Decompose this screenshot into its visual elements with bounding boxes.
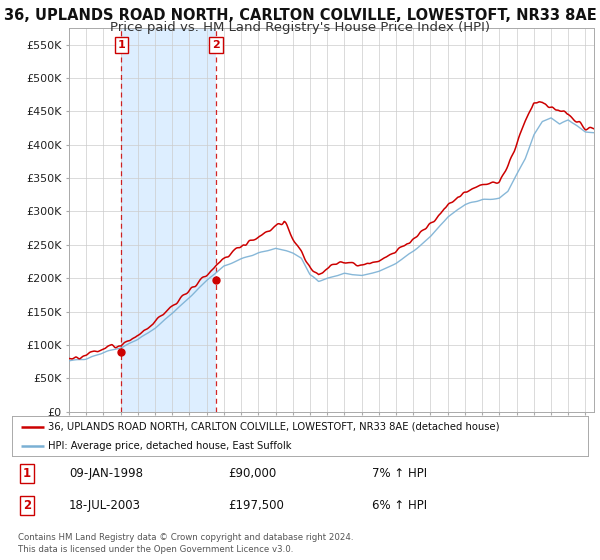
Text: 09-JAN-1998: 09-JAN-1998 bbox=[69, 466, 143, 480]
Text: £197,500: £197,500 bbox=[228, 498, 284, 512]
Text: 7% ↑ HPI: 7% ↑ HPI bbox=[372, 466, 427, 480]
Text: 6% ↑ HPI: 6% ↑ HPI bbox=[372, 498, 427, 512]
Text: 36, UPLANDS ROAD NORTH, CARLTON COLVILLE, LOWESTOFT, NR33 8AE (detached house): 36, UPLANDS ROAD NORTH, CARLTON COLVILLE… bbox=[48, 422, 499, 432]
Text: 2: 2 bbox=[212, 40, 220, 50]
Bar bbox=[121, 28, 216, 412]
Text: 2: 2 bbox=[23, 498, 31, 512]
Text: 36, UPLANDS ROAD NORTH, CARLTON COLVILLE, LOWESTOFT, NR33 8AE: 36, UPLANDS ROAD NORTH, CARLTON COLVILLE… bbox=[4, 8, 596, 24]
Text: £90,000: £90,000 bbox=[228, 466, 276, 480]
Text: 1: 1 bbox=[117, 40, 125, 50]
Text: Contains HM Land Registry data © Crown copyright and database right 2024.
This d: Contains HM Land Registry data © Crown c… bbox=[18, 533, 353, 554]
Text: Price paid vs. HM Land Registry's House Price Index (HPI): Price paid vs. HM Land Registry's House … bbox=[110, 21, 490, 34]
Text: 18-JUL-2003: 18-JUL-2003 bbox=[69, 498, 141, 512]
Text: 1: 1 bbox=[23, 466, 31, 480]
Text: HPI: Average price, detached house, East Suffolk: HPI: Average price, detached house, East… bbox=[48, 441, 291, 450]
